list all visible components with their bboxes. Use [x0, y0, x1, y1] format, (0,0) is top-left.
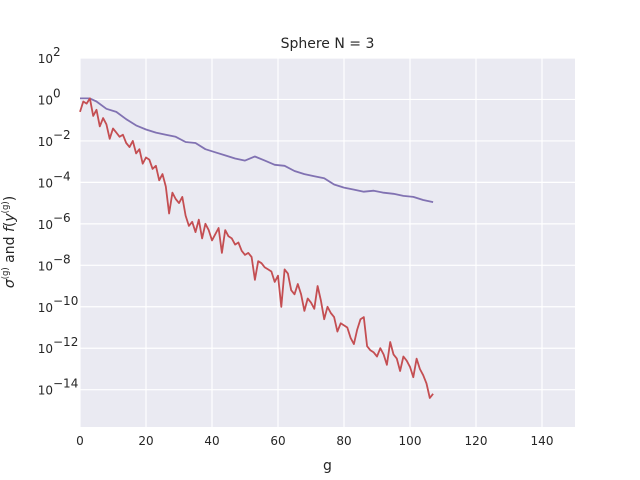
y-axis-label: σ(g) and f(y(g)) [1, 196, 18, 288]
y-tick-exponent: −6 [53, 211, 71, 225]
y-tick-exponent: −8 [53, 252, 71, 266]
x-tick-label: 100 [399, 434, 422, 448]
x-tick-label: 80 [336, 434, 351, 448]
x-tick-label: 0 [76, 434, 84, 448]
y-tick-label: 10 [38, 93, 53, 107]
y-tick-exponent: 2 [53, 45, 61, 59]
y-tick-label: 10 [38, 301, 53, 315]
plot-background [80, 58, 575, 427]
y-tick-exponent: −10 [53, 294, 78, 308]
series-line-1 [80, 97, 434, 203]
y-tick-label: 10 [38, 342, 53, 356]
x-tick-label: 40 [204, 434, 219, 448]
y-tick-label: 10 [38, 176, 53, 190]
y-tick-label: 10 [38, 52, 53, 66]
x-tick-labels: 0 20 40 60 80 100 120 140 [76, 434, 553, 448]
grid [79, 57, 575, 427]
series-group [79, 97, 434, 399]
y-tick-label: 10 [38, 218, 53, 232]
svg-text:σ(g) and f(y(g)): σ(g) and f(y(g)) [1, 196, 18, 288]
y-tick-exponent: −14 [53, 377, 78, 391]
y-tick-label: 10 [38, 384, 53, 398]
x-tick-label: 20 [138, 434, 153, 448]
x-tick-label: 60 [270, 434, 285, 448]
x-tick-label: 120 [465, 434, 488, 448]
y-tick-exponent: −12 [53, 335, 78, 349]
y-tick-exponent: −4 [53, 169, 71, 183]
y-tick-exponent: −2 [53, 128, 71, 142]
chart-title: Sphere N = 3 [281, 36, 375, 52]
y-tick-exponent: 0 [53, 86, 61, 100]
y-tick-label: 10 [38, 259, 53, 273]
series-line-2 [79, 97, 434, 399]
y-tick-label: 10 [38, 135, 53, 149]
x-tick-label: 140 [531, 434, 554, 448]
x-axis-label: g [323, 458, 332, 474]
